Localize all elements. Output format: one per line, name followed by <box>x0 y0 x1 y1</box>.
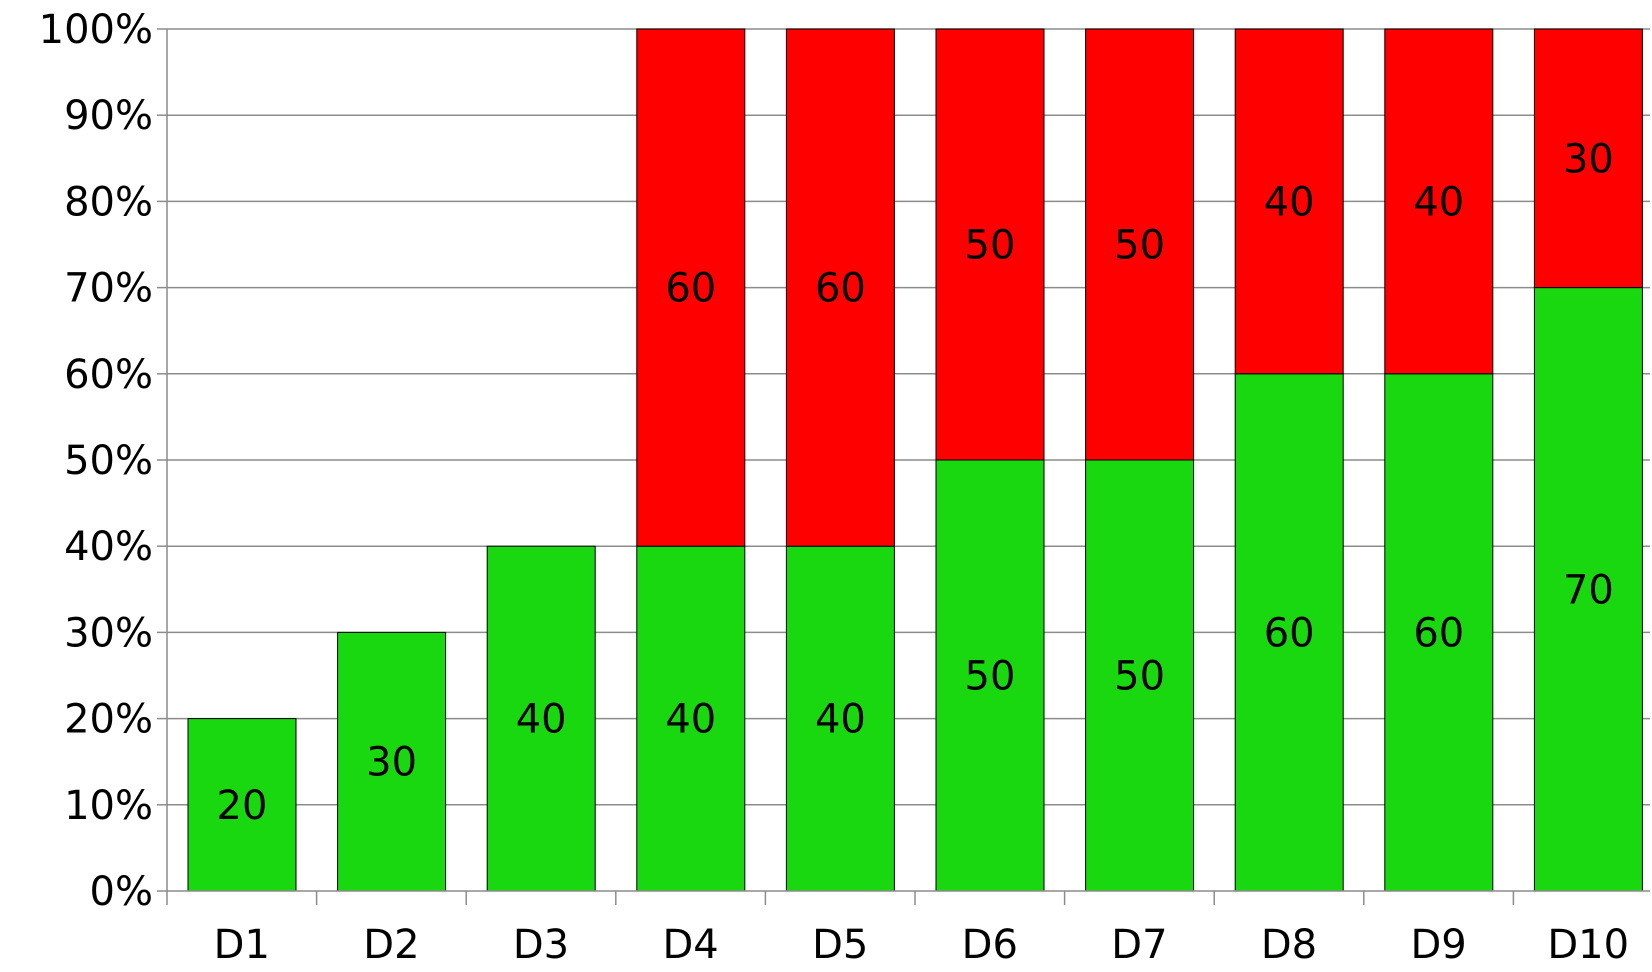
bar-segment <box>1533 287 1643 892</box>
y-tick-label: 100% <box>39 7 153 53</box>
y-axis-tick-labels: 0% 10% 20% 30% 40% 50% 60% 70% 80% 90% 100% <box>39 7 153 915</box>
data-label: 30 <box>366 740 417 786</box>
y-tick-label: 10% <box>64 783 153 829</box>
bar-segment <box>187 718 297 892</box>
data-label: 50 <box>965 223 1016 269</box>
bar-segment <box>935 459 1045 892</box>
x-tick-label: D2 <box>363 922 419 968</box>
data-label: 60 <box>815 266 866 312</box>
data-label: 20 <box>217 783 268 829</box>
data-label: 70 <box>1563 567 1614 613</box>
data-label: 60 <box>1413 610 1464 656</box>
bar-segment <box>935 28 1045 461</box>
bar-segment <box>1533 28 1643 289</box>
bar-segment <box>636 545 746 892</box>
bar-segment <box>1234 28 1344 375</box>
x-tick-label: D9 <box>1410 922 1466 968</box>
bar-segment <box>785 28 895 547</box>
y-tick-label: 30% <box>64 610 153 656</box>
y-tick-label: 50% <box>64 438 153 484</box>
data-labels: 20 30 40 40 60 40 60 50 50 50 50 60 40 60 40 70 30 <box>217 136 1614 829</box>
bars <box>187 28 1643 892</box>
y-tick-label: 70% <box>64 266 153 312</box>
y-tick-label: 80% <box>64 179 153 225</box>
x-tick-label: D3 <box>513 922 569 968</box>
data-label: 40 <box>665 697 716 743</box>
bar-segment <box>1384 28 1494 375</box>
x-tick-label: D10 <box>1547 922 1629 968</box>
x-axis-tick-labels: D1 D2 D3 D4 D5 D6 D7 D8 D9 D10 <box>214 922 1629 968</box>
bar-segment <box>1234 373 1344 892</box>
data-label: 40 <box>1264 179 1315 225</box>
bar-segment <box>636 28 746 547</box>
data-label: 40 <box>1413 179 1464 225</box>
x-tick-label: D7 <box>1111 922 1167 968</box>
y-tick-label: 20% <box>64 697 153 743</box>
bar-segment <box>785 545 895 892</box>
x-tick-label: D4 <box>662 922 718 968</box>
x-tick-label: D8 <box>1261 922 1317 968</box>
x-tick-label: D5 <box>812 922 868 968</box>
data-label: 50 <box>965 654 1016 700</box>
data-label: 50 <box>1114 223 1165 269</box>
data-label: 60 <box>665 266 716 312</box>
data-label: 40 <box>815 697 866 743</box>
axes <box>157 28 1650 905</box>
y-tick-label: 40% <box>64 524 153 570</box>
y-tick-label: 60% <box>64 352 153 398</box>
data-label: 50 <box>1114 654 1165 700</box>
bar-segment <box>1085 459 1195 892</box>
bar-segment <box>337 631 447 892</box>
data-label: 40 <box>516 697 567 743</box>
x-tick-label: D1 <box>214 922 270 968</box>
data-label: 60 <box>1264 610 1315 656</box>
data-label: 30 <box>1563 136 1614 182</box>
y-tick-label: 90% <box>64 93 153 139</box>
bar-segment <box>1085 28 1195 461</box>
y-tick-label: 0% <box>90 869 153 915</box>
x-tick-label: D6 <box>962 922 1018 968</box>
